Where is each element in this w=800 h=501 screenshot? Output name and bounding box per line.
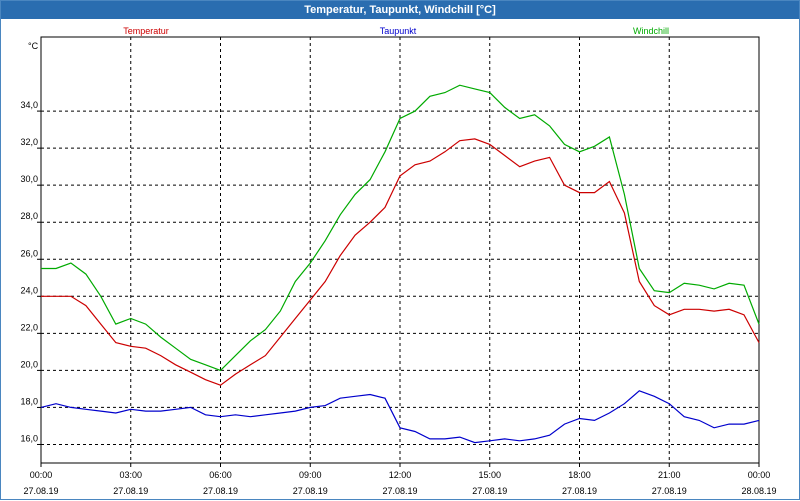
series-line-windchill <box>41 84 760 372</box>
window-title: Temperatur, Taupunkt, Windchill [°C] <box>1 1 799 19</box>
x-tick-time: 06:00 <box>209 470 232 480</box>
legend-item-temperatur: Temperatur <box>123 26 169 36</box>
y-tick-label: 30,0 <box>20 174 38 184</box>
x-tick-time: 00:00 <box>30 470 53 480</box>
y-tick-label: 28,0 <box>20 211 38 221</box>
x-tick-date: 27.08.19 <box>562 486 597 496</box>
x-tick-date: 28.08.19 <box>741 486 776 496</box>
legend-item-taupunkt: Taupunkt <box>380 26 417 36</box>
x-tick-time: 09:00 <box>299 470 322 480</box>
x-tick-time: 15:00 <box>478 470 501 480</box>
x-tick-time: 12:00 <box>389 470 412 480</box>
series-line-temperatur <box>41 138 760 386</box>
y-tick-label: 24,0 <box>20 285 38 295</box>
y-tick-label: 26,0 <box>20 248 38 258</box>
y-tick-label: 16,0 <box>20 433 38 443</box>
x-tick-date: 27.08.19 <box>23 486 58 496</box>
x-tick-date: 27.08.19 <box>652 486 687 496</box>
y-axis-unit: °C <box>28 41 39 51</box>
x-tick-time: 03:00 <box>119 470 142 480</box>
y-tick-label: 18,0 <box>20 396 38 406</box>
x-tick-time: 18:00 <box>568 470 591 480</box>
legend-item-windchill: Windchill <box>633 26 669 36</box>
x-tick-date: 27.08.19 <box>382 486 417 496</box>
x-tick-time: 21:00 <box>658 470 681 480</box>
x-tick-date: 27.08.19 <box>472 486 507 496</box>
series-line-taupunkt <box>40 390 760 444</box>
x-tick-date: 27.08.19 <box>113 486 148 496</box>
y-tick-label: 32,0 <box>20 137 38 147</box>
x-tick-date: 27.08.19 <box>293 486 328 496</box>
x-tick-time: 00:00 <box>748 470 771 480</box>
y-tick-label: 22,0 <box>20 322 38 332</box>
x-tick-date: 27.08.19 <box>203 486 238 496</box>
y-tick-label: 34,0 <box>20 100 38 110</box>
y-tick-label: 20,0 <box>20 359 38 369</box>
